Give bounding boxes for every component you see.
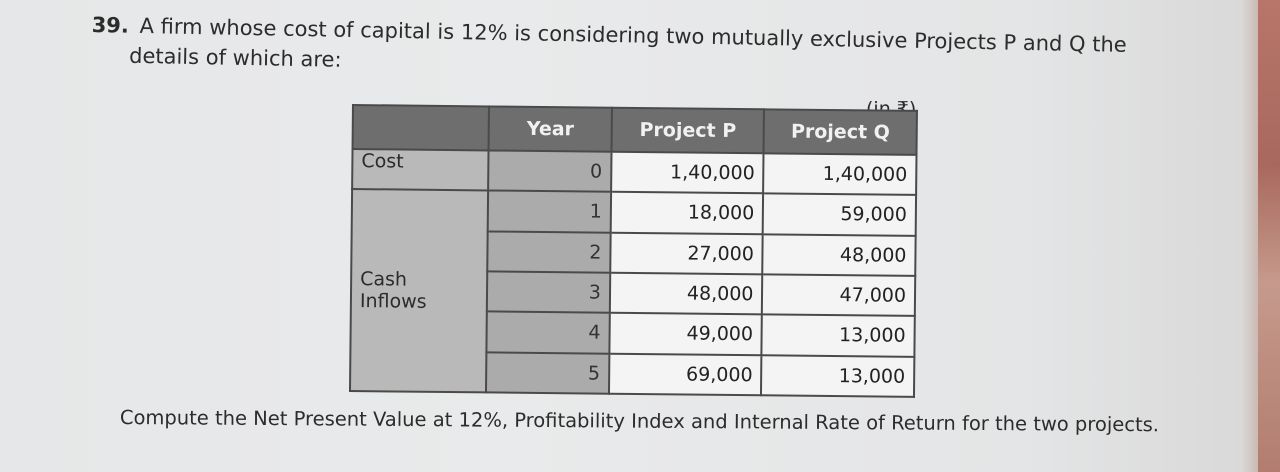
project-q-cell: 48,000 [762, 233, 916, 276]
header-project-q: Project Q [763, 109, 917, 155]
book-page-edge [1258, 0, 1280, 472]
year-cell: 2 [487, 231, 611, 273]
label-cash-inflows: Cash Inflows [349, 189, 489, 393]
label-cash-inflows-line2: Inflows [359, 290, 427, 313]
year-cell: 0 [488, 150, 612, 193]
project-table: Year Project P Project Q Cost 0 1,40,000… [349, 104, 918, 398]
year-cell: 1 [488, 190, 611, 233]
project-q-cell: 13,000 [761, 354, 915, 397]
project-p-cell: 27,000 [610, 232, 764, 275]
header-corner [352, 105, 490, 151]
question-text: 39. A firm whose cost of capital is 12% … [91, 10, 1152, 90]
table-row: Cash Inflows 1 18,000 59,000 [349, 189, 917, 393]
project-p-cell: 48,000 [609, 272, 763, 315]
label-cost: Cost [352, 149, 489, 191]
project-q-cell: 13,000 [761, 314, 915, 357]
year-cell: 3 [487, 271, 611, 314]
project-p-cell: 18,000 [610, 192, 764, 234]
label-cash-inflows-line1: Cash [360, 268, 408, 291]
label-cost-text: Cost [361, 150, 404, 173]
header-year: Year [488, 106, 612, 152]
table-header-row: Year Project P Project Q [352, 105, 917, 155]
project-q-cell: 47,000 [762, 274, 916, 317]
question-number: 39. [91, 12, 130, 38]
project-p-cell: 69,000 [608, 353, 762, 396]
instruction-text: Compute the Net Present Value at 12%, Pr… [119, 405, 1160, 437]
header-project-p: Project P [611, 107, 765, 154]
project-p-cell: 49,000 [609, 313, 763, 355]
table-row: Cost 0 1,40,000 1,40,000 [352, 149, 917, 196]
project-q-cell: 1,40,000 [763, 153, 917, 196]
year-cell: 4 [486, 311, 610, 354]
year-cell: 5 [486, 352, 610, 394]
project-p-cell: 1,40,000 [610, 151, 764, 194]
project-table-container: Year Project P Project Q Cost 0 1,40,000… [349, 104, 918, 398]
project-q-cell: 59,000 [763, 193, 917, 236]
